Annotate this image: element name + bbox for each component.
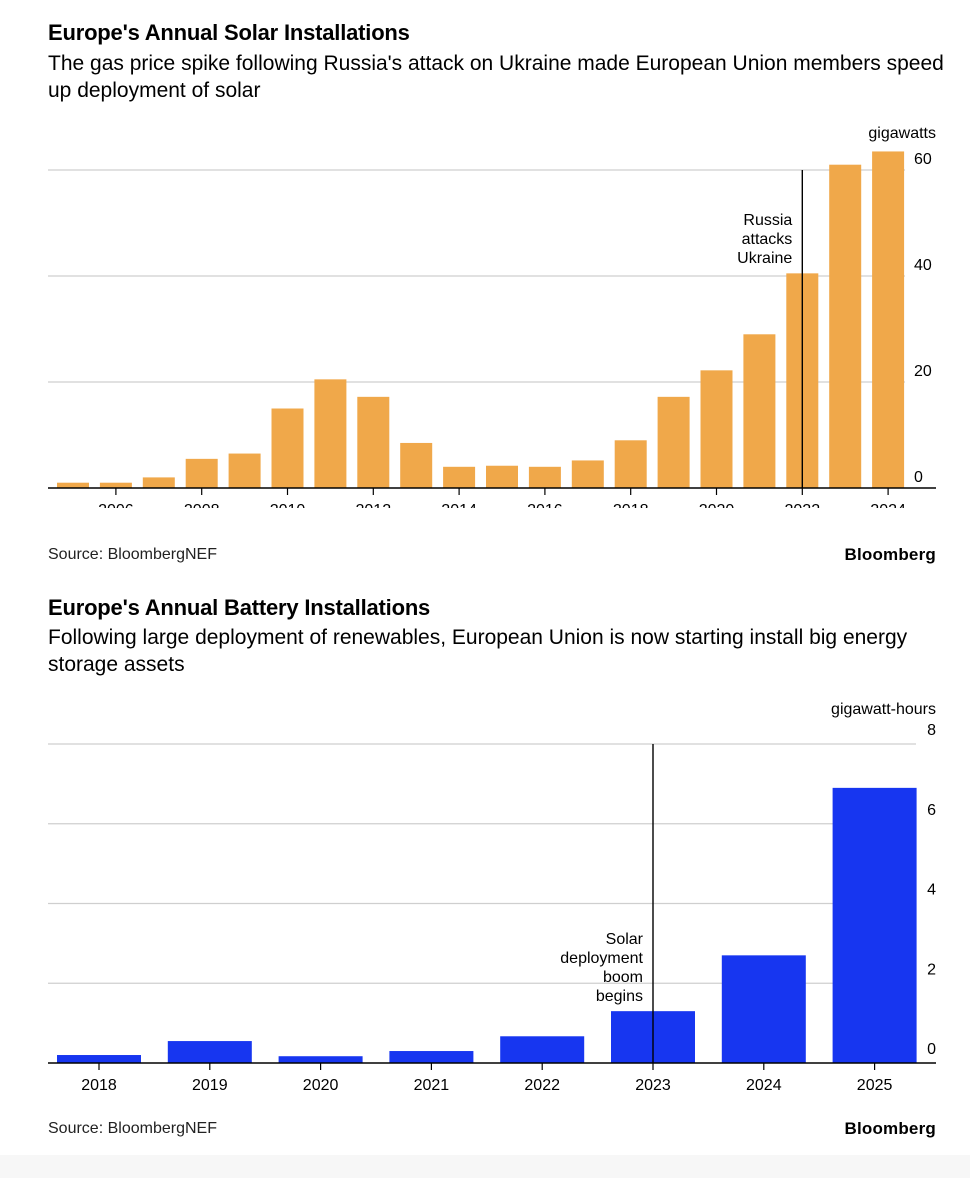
solar-bar-2009	[228, 453, 261, 488]
solar-unit-label: gigawatts	[868, 125, 936, 142]
solar-x-tick-label: 2024	[870, 502, 906, 508]
battery-y-tick-label: 4	[927, 882, 936, 899]
battery-chart-subtitle: Following large deployment of renewables…	[48, 626, 908, 676]
battery-annotation-text: Solar	[606, 931, 644, 948]
battery-x-tick-label: 2021	[414, 1077, 450, 1094]
solar-chart-subtitle: The gas price spike following Russia's a…	[48, 52, 944, 102]
battery-bar-2019	[167, 1041, 252, 1063]
battery-bar-2024	[721, 955, 806, 1063]
battery-x-tick-label: 2022	[524, 1077, 560, 1094]
solar-annotation-text: Russia	[743, 212, 792, 229]
battery-bar-chart: 2018 2019 2020 2021 2022 2023 2024 2025 0 2 4 6 8 g…	[48, 701, 936, 1094]
battery-annotation-text: begins	[596, 988, 643, 1005]
solar-x-tick-label: 2018	[613, 502, 649, 508]
solar-source-note: Source: BloombergNEF	[48, 546, 217, 563]
solar-x-tick-label: 2016	[527, 502, 563, 508]
solar-annotation-text: Ukraine	[737, 250, 792, 267]
solar-bar-2014	[443, 466, 476, 488]
solar-bar-2011	[314, 379, 347, 488]
solar-x-tick-label: 2022	[785, 502, 821, 508]
solar-bar-2023	[829, 164, 862, 488]
solar-x-tick-label: 2008	[184, 502, 220, 508]
battery-bar-2018	[57, 1055, 141, 1063]
solar-bar-2019	[657, 396, 690, 488]
solar-bar-2007	[142, 477, 175, 488]
battery-annotation-text: deployment	[560, 950, 643, 967]
battery-bar-2022	[500, 1036, 585, 1063]
solar-x-tick-label: 2010	[270, 502, 306, 508]
battery-x-tick-label: 2020	[303, 1077, 339, 1094]
solar-annotation-text: attacks	[742, 231, 793, 248]
battery-annotation-text: boom	[603, 969, 643, 986]
solar-bar-2017	[571, 460, 604, 488]
solar-bar-2013	[400, 442, 433, 488]
battery-bar-2021	[389, 1051, 474, 1063]
solar-y-tick-label: 40	[914, 257, 932, 274]
battery-x-tick-label: 2025	[857, 1077, 893, 1094]
solar-bar-chart: 2006 2008 2010 2012 2014 2016 2018 2020 2022 2024…	[48, 125, 936, 508]
battery-y-tick-label: 2	[927, 961, 936, 978]
solar-x-tick-label: 2014	[441, 502, 477, 508]
footer-band	[0, 1155, 970, 1178]
solar-x-tick-label: 2012	[356, 502, 392, 508]
solar-bar-2006	[99, 482, 132, 488]
solar-bar-2008	[185, 458, 218, 488]
battery-bar-2020	[278, 1056, 363, 1063]
battery-x-tick-label: 2023	[635, 1077, 671, 1094]
solar-bar-2024	[872, 151, 905, 488]
solar-bar-2010	[271, 408, 304, 488]
battery-unit-label: gigawatt-hours	[831, 701, 936, 718]
battery-chart-title: Europe's Annual Battery Installations	[48, 595, 431, 620]
solar-bar-2016	[528, 466, 561, 488]
solar-bar-2005	[57, 482, 89, 488]
solar-bar-2021	[743, 334, 776, 488]
solar-brand-logo: Bloomberg	[844, 545, 936, 564]
battery-y-tick-label: 6	[927, 802, 936, 819]
solar-y-tick-label: 0	[914, 469, 923, 486]
solar-chart-title: Europe's Annual Solar Installations	[48, 20, 410, 45]
battery-x-tick-label: 2018	[81, 1077, 117, 1094]
battery-bar-2025	[832, 787, 917, 1063]
battery-brand-logo: Bloomberg	[844, 1119, 936, 1138]
battery-y-tick-label: 8	[927, 722, 936, 739]
battery-y-tick-label: 0	[927, 1041, 936, 1058]
battery-x-tick-label: 2024	[746, 1077, 782, 1094]
solar-y-tick-label: 60	[914, 151, 932, 168]
solar-y-tick-label: 20	[914, 363, 932, 380]
solar-bar-2012	[357, 396, 390, 488]
solar-x-tick-label: 2020	[699, 502, 735, 508]
solar-x-tick-label: 2006	[98, 502, 134, 508]
battery-source-note: Source: BloombergNEF	[48, 1120, 217, 1137]
solar-bar-2015	[486, 465, 518, 488]
battery-x-tick-label: 2019	[192, 1077, 228, 1094]
solar-bar-2018	[614, 440, 647, 488]
solar-bar-2020	[700, 370, 733, 488]
